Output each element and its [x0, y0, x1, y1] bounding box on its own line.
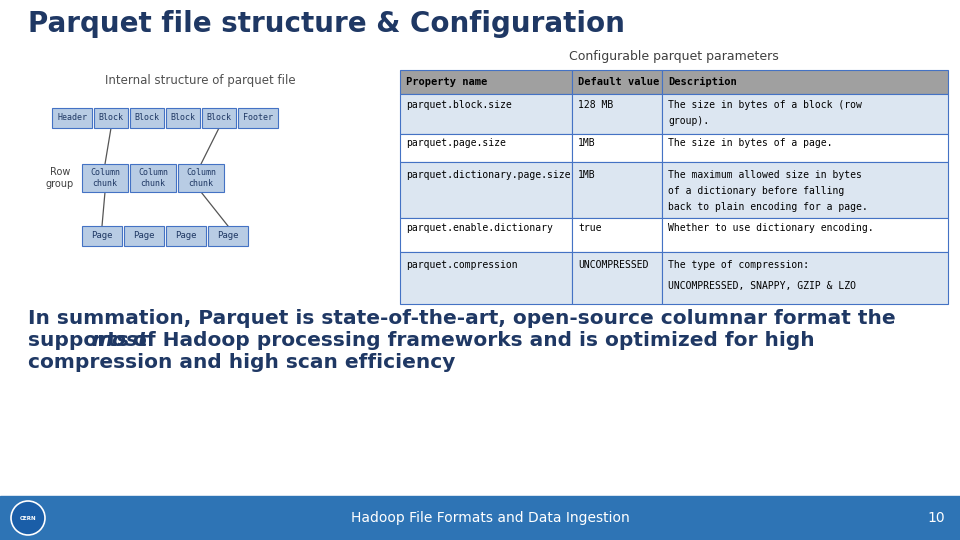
Bar [124, 226, 164, 246]
Bar [572, 70, 662, 94]
Bar [208, 226, 248, 246]
Bar [572, 162, 662, 218]
Bar [130, 108, 164, 128]
Bar [400, 134, 572, 162]
Text: Whether to use dictionary encoding.: Whether to use dictionary encoding. [668, 223, 874, 233]
Bar [662, 94, 948, 134]
Text: 10: 10 [927, 511, 945, 525]
Text: The type of compression:: The type of compression: [668, 260, 809, 270]
Bar [166, 108, 200, 128]
Bar [238, 108, 278, 128]
Text: Property name: Property name [406, 77, 488, 87]
Bar [662, 218, 948, 252]
Text: 128 MB: 128 MB [578, 100, 613, 110]
Bar [572, 252, 662, 304]
Text: Page: Page [133, 232, 155, 240]
Text: parquet.enable.dictionary: parquet.enable.dictionary [406, 223, 553, 233]
Text: CERN: CERN [20, 516, 36, 521]
Text: Block: Block [99, 113, 124, 123]
Text: Parquet file structure & Configuration: Parquet file structure & Configuration [28, 10, 625, 38]
Bar [130, 164, 176, 192]
Bar [572, 134, 662, 162]
Text: Column
chunk: Column chunk [186, 168, 216, 188]
Text: Page: Page [91, 232, 112, 240]
Text: 1MB: 1MB [578, 138, 595, 148]
Text: parquet.dictionary.page.size: parquet.dictionary.page.size [406, 171, 570, 180]
Text: The size in bytes of a block (row: The size in bytes of a block (row [668, 100, 862, 110]
Bar [662, 252, 948, 304]
Text: Description: Description [668, 77, 736, 87]
Text: The size in bytes of a page.: The size in bytes of a page. [668, 138, 832, 148]
Bar [572, 218, 662, 252]
Bar [94, 108, 128, 128]
Bar [400, 252, 572, 304]
Bar [82, 164, 128, 192]
Bar [400, 162, 572, 218]
Bar [662, 70, 948, 94]
Bar [0, 496, 960, 540]
Circle shape [11, 501, 45, 535]
Text: parquet.compression: parquet.compression [406, 260, 517, 270]
Bar [202, 108, 236, 128]
Text: compression and high scan efficiency: compression and high scan efficiency [28, 353, 455, 372]
Text: of a dictionary before falling: of a dictionary before falling [668, 186, 844, 197]
Text: Row
group: Row group [46, 167, 74, 189]
Text: parquet.page.size: parquet.page.size [406, 138, 506, 148]
Bar [52, 108, 92, 128]
Text: Page: Page [176, 232, 197, 240]
Text: Configurable parquet parameters: Configurable parquet parameters [569, 50, 779, 63]
Bar [572, 94, 662, 134]
Text: The maximum allowed size in bytes: The maximum allowed size in bytes [668, 171, 862, 180]
Bar [178, 164, 224, 192]
Text: UNCOMPRESSED: UNCOMPRESSED [578, 260, 649, 270]
Text: Hadoop File Formats and Data Ingestion: Hadoop File Formats and Data Ingestion [350, 511, 630, 525]
Bar [166, 226, 206, 246]
Bar [400, 218, 572, 252]
Text: Block: Block [171, 113, 196, 123]
Text: back to plain encoding for a page.: back to plain encoding for a page. [668, 202, 868, 212]
Text: Column
chunk: Column chunk [138, 168, 168, 188]
Bar [662, 134, 948, 162]
Text: Footer: Footer [243, 113, 273, 123]
Text: supports: supports [28, 331, 136, 350]
Bar [400, 94, 572, 134]
Text: In summation, Parquet is state-of-the-art, open-source columnar format the: In summation, Parquet is state-of-the-ar… [28, 309, 896, 328]
Text: Page: Page [217, 232, 239, 240]
Text: true: true [578, 223, 602, 233]
Text: group).: group). [668, 116, 709, 126]
Text: parquet.block.size: parquet.block.size [406, 100, 512, 110]
Bar [82, 226, 122, 246]
Bar [662, 162, 948, 218]
Text: Internal structure of parquet file: Internal structure of parquet file [105, 74, 296, 87]
Text: UNCOMPRESSED, SNAPPY, GZIP & LZO: UNCOMPRESSED, SNAPPY, GZIP & LZO [668, 281, 856, 291]
Bar [400, 70, 572, 94]
Text: most: most [91, 331, 148, 350]
Text: of Hadoop processing frameworks and is optimized for high: of Hadoop processing frameworks and is o… [126, 331, 815, 350]
Text: Header: Header [57, 113, 87, 123]
Text: Column
chunk: Column chunk [90, 168, 120, 188]
Text: Block: Block [134, 113, 159, 123]
Text: Default value: Default value [578, 77, 660, 87]
Text: 1MB: 1MB [578, 171, 595, 180]
Text: Block: Block [206, 113, 231, 123]
